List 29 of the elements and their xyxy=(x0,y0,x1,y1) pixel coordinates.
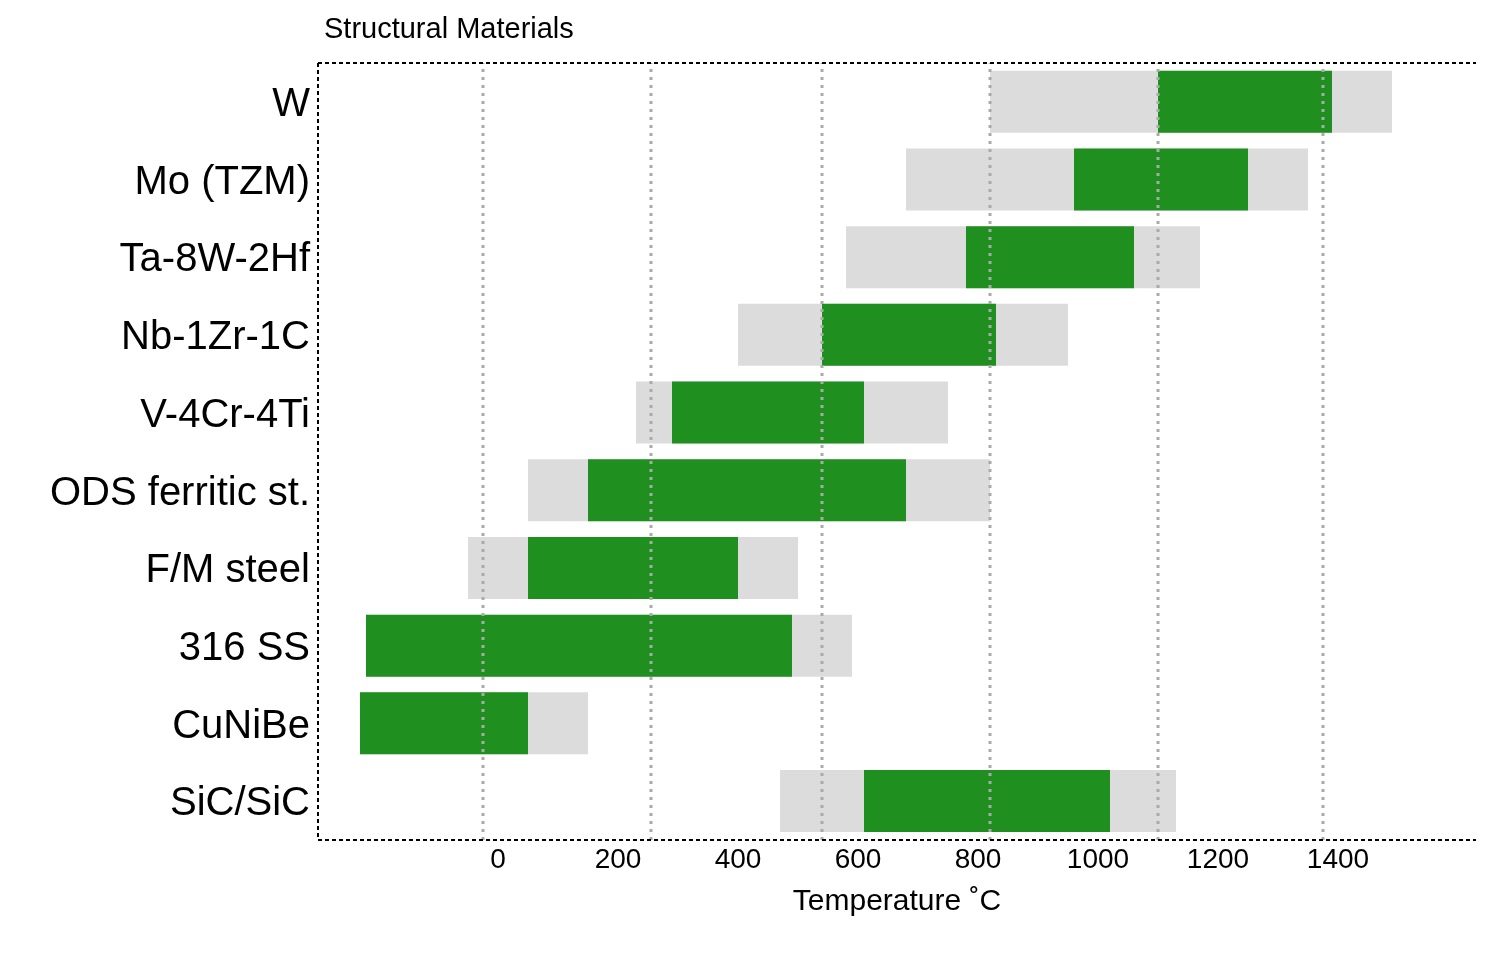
x-tick-label: 200 xyxy=(594,842,642,874)
bar xyxy=(864,770,1110,833)
y-tick-label: 316 SS xyxy=(178,623,310,668)
bar xyxy=(528,536,738,599)
x-tick-label: 600 xyxy=(834,842,882,874)
bar xyxy=(1158,70,1332,133)
bar xyxy=(360,692,528,755)
y-tick-label: Mo (TZM) xyxy=(134,157,310,202)
bar xyxy=(822,303,996,366)
x-tick-label: 1400 xyxy=(1306,842,1370,874)
bar xyxy=(966,226,1134,289)
y-tick-label: Ta-8W-2Hf xyxy=(119,235,311,280)
y-tick-label: F/M steel xyxy=(145,546,310,591)
x-tick-label: 800 xyxy=(954,842,1002,874)
bar xyxy=(672,381,864,444)
bar xyxy=(588,459,906,522)
y-tick-label: V-4Cr-4Ti xyxy=(140,390,310,435)
y-tick-label: W xyxy=(272,80,311,125)
y-tick-label: Nb-1Zr-1C xyxy=(121,313,310,358)
y-tick-label: CuNiBe xyxy=(172,701,310,746)
x-tick-label: 400 xyxy=(714,842,762,874)
x-axis-title: Temperature ˚C xyxy=(792,883,1002,916)
x-tick-label: 1000 xyxy=(1066,842,1130,874)
y-tick-label: ODS ferritic st. xyxy=(49,468,310,513)
x-tick-label: 0 xyxy=(490,842,506,874)
y-tick-label: SiC/SiC xyxy=(169,779,310,824)
chart-title: Structural Materials xyxy=(324,12,574,45)
bar xyxy=(1074,148,1248,211)
x-tick-label: 1200 xyxy=(1186,842,1250,874)
